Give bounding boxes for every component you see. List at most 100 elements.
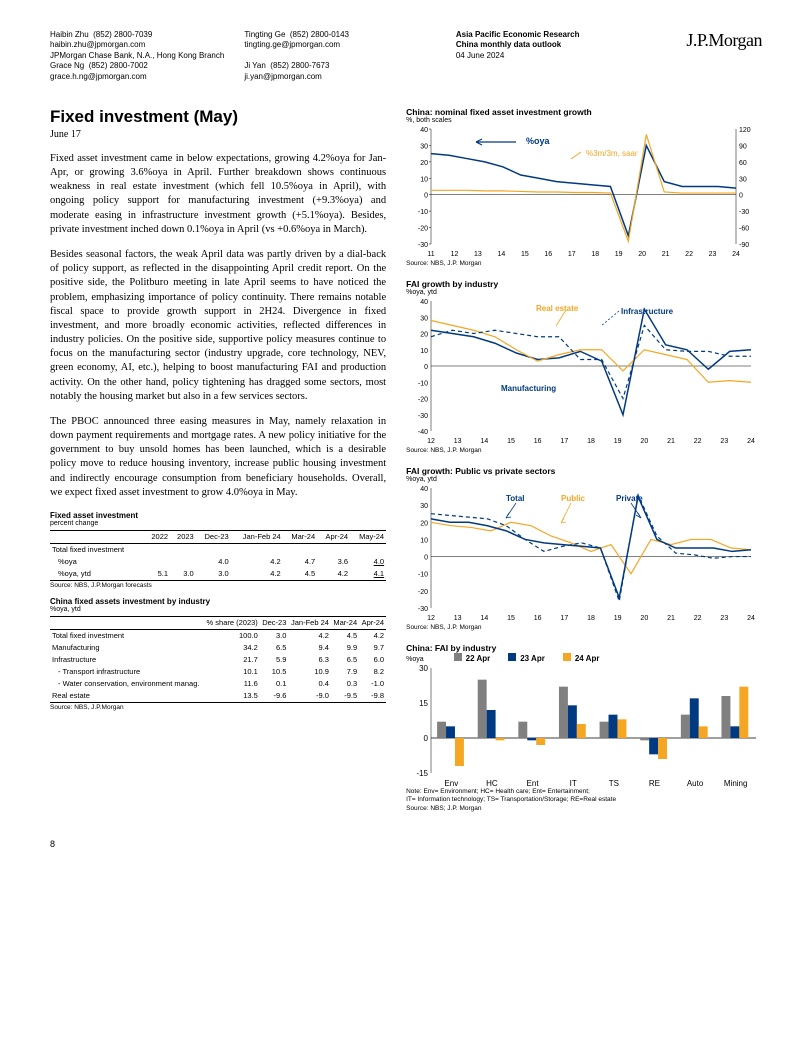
svg-text:24: 24 <box>747 615 755 622</box>
dept: Asia Pacific Economic Research <box>456 30 580 40</box>
svg-text:30: 30 <box>420 315 428 322</box>
section-title: Fixed investment (May) <box>50 107 386 127</box>
svg-text:-20: -20 <box>418 396 428 403</box>
svg-text:40: 40 <box>420 486 428 493</box>
svg-text:-10: -10 <box>418 209 428 216</box>
chart2-svg: -40-30-20-100102030401213141516171819202… <box>406 296 761 446</box>
author-phone: (852) 2800-7673 <box>270 61 329 70</box>
svg-text:90: 90 <box>739 143 747 150</box>
svg-text:0: 0 <box>424 555 428 562</box>
svg-text:15: 15 <box>521 251 529 258</box>
table2-sub: %oya, ytd <box>50 606 386 613</box>
report-date: 04 June 2024 <box>456 51 580 61</box>
svg-text:10: 10 <box>420 348 428 355</box>
svg-text:17: 17 <box>561 615 569 622</box>
svg-text:60: 60 <box>739 160 747 167</box>
svg-text:-20: -20 <box>418 589 428 596</box>
svg-text:21: 21 <box>667 615 675 622</box>
author-phone: (852) 2800-7002 <box>89 61 148 70</box>
para-1: Fixed asset investment came in below exp… <box>50 152 386 237</box>
svg-text:21: 21 <box>667 438 675 445</box>
page-number: 8 <box>50 839 762 849</box>
svg-text:0: 0 <box>424 734 429 743</box>
author-email: grace.h.ng@jpmorgan.com <box>50 72 224 82</box>
svg-text:17: 17 <box>568 251 576 258</box>
chart3-svg: -30-20-100102030401213141516171819202122… <box>406 483 761 623</box>
chart4-title: China: FAI by industry <box>406 643 762 653</box>
svg-text:12: 12 <box>451 251 459 258</box>
svg-text:40: 40 <box>420 299 428 306</box>
svg-text:19: 19 <box>615 251 623 258</box>
svg-text:TS: TS <box>609 779 619 788</box>
chart2-box: FAI growth by industry %oya, ytd -40-30-… <box>406 279 762 454</box>
author-email: ji.yan@jpmorgan.com <box>244 72 349 82</box>
svg-text:14: 14 <box>498 251 506 258</box>
svg-text:-15: -15 <box>417 769 429 778</box>
svg-text:22: 22 <box>694 438 702 445</box>
author-name: Ji Yan <box>244 61 266 70</box>
table1-title: Fixed asset investment <box>50 511 386 520</box>
svg-text:20: 20 <box>420 520 428 527</box>
table2-title: China fixed assets investment by industr… <box>50 597 386 606</box>
svg-text:17: 17 <box>561 438 569 445</box>
chart4-sub: %oya <box>406 656 424 663</box>
svg-text:-90: -90 <box>739 242 749 249</box>
svg-text:14: 14 <box>481 615 489 622</box>
svg-text:0: 0 <box>424 193 428 200</box>
svg-text:-30: -30 <box>418 606 428 613</box>
svg-text:18: 18 <box>591 251 599 258</box>
svg-text:15: 15 <box>507 438 515 445</box>
para-2: Besides seasonal factors, the weak April… <box>50 248 386 404</box>
page-header: Haibin Zhu (852) 2800-7039 haibin.zhu@jp… <box>50 30 762 82</box>
svg-text:Infrastructure: Infrastructure <box>621 307 674 316</box>
table1-sub: percent change <box>50 520 386 527</box>
chart4-legend: 22 Apr23 Apr24 Apr <box>454 653 600 663</box>
svg-text:20: 20 <box>641 438 649 445</box>
svg-text:21: 21 <box>662 251 670 258</box>
svg-text:Real estate: Real estate <box>536 304 579 313</box>
svg-text:0: 0 <box>424 364 428 371</box>
chart4-note1: Note: Env= Environment; HC= Health care;… <box>406 788 762 796</box>
chart1-svg: -30-20-10010203040-90-60-300306090120111… <box>406 124 761 259</box>
svg-text:11: 11 <box>427 251 434 258</box>
svg-text:23: 23 <box>721 615 729 622</box>
svg-text:24: 24 <box>732 251 740 258</box>
svg-text:%3m/3m, saar: %3m/3m, saar <box>586 149 638 158</box>
svg-text:23: 23 <box>721 438 729 445</box>
svg-text:24: 24 <box>747 438 755 445</box>
svg-text:-10: -10 <box>418 572 428 579</box>
svg-text:0: 0 <box>739 193 743 200</box>
svg-text:Manufacturing: Manufacturing <box>501 384 556 393</box>
svg-text:12: 12 <box>427 615 435 622</box>
content-area: Fixed investment (May) June 17 Fixed ass… <box>50 107 762 824</box>
author-name: Haibin Zhu <box>50 30 89 39</box>
chart2-source: Source: NBS, J.P. Morgan <box>406 447 762 454</box>
svg-text:HC: HC <box>486 779 498 788</box>
chart3-title: FAI growth: Public vs private sectors <box>406 466 762 476</box>
chart1-title: China: nominal fixed asset investment gr… <box>406 107 762 117</box>
svg-text:16: 16 <box>545 251 553 258</box>
svg-text:10: 10 <box>420 537 428 544</box>
svg-text:40: 40 <box>420 127 428 134</box>
svg-text:-30: -30 <box>418 242 428 249</box>
svg-text:30: 30 <box>420 503 428 510</box>
svg-text:-60: -60 <box>739 226 749 233</box>
chart4-svg: -1501530EnvHCEntITTSREAutoMining <box>406 663 761 788</box>
chart2-sub: %oya, ytd <box>406 289 762 296</box>
author-phone: (852) 2800-7039 <box>93 30 152 39</box>
svg-text:RE: RE <box>649 779 660 788</box>
svg-text:30: 30 <box>419 664 428 673</box>
author-name: Tingting Ge <box>244 30 285 39</box>
chart2-title: FAI growth by industry <box>406 279 762 289</box>
author-email: haibin.zhu@jpmorgan.com <box>50 40 224 50</box>
svg-text:Private: Private <box>616 494 643 503</box>
svg-text:13: 13 <box>454 438 462 445</box>
svg-text:Mining: Mining <box>724 779 748 788</box>
svg-text:16: 16 <box>534 615 542 622</box>
report-info: Asia Pacific Economic Research China mon… <box>456 30 580 82</box>
chart1-box: China: nominal fixed asset investment gr… <box>406 107 762 267</box>
chart3-box: FAI growth: Public vs private sectors %o… <box>406 466 762 631</box>
svg-text:12: 12 <box>427 438 435 445</box>
svg-text:20: 20 <box>641 615 649 622</box>
svg-text:-10: -10 <box>418 380 428 387</box>
